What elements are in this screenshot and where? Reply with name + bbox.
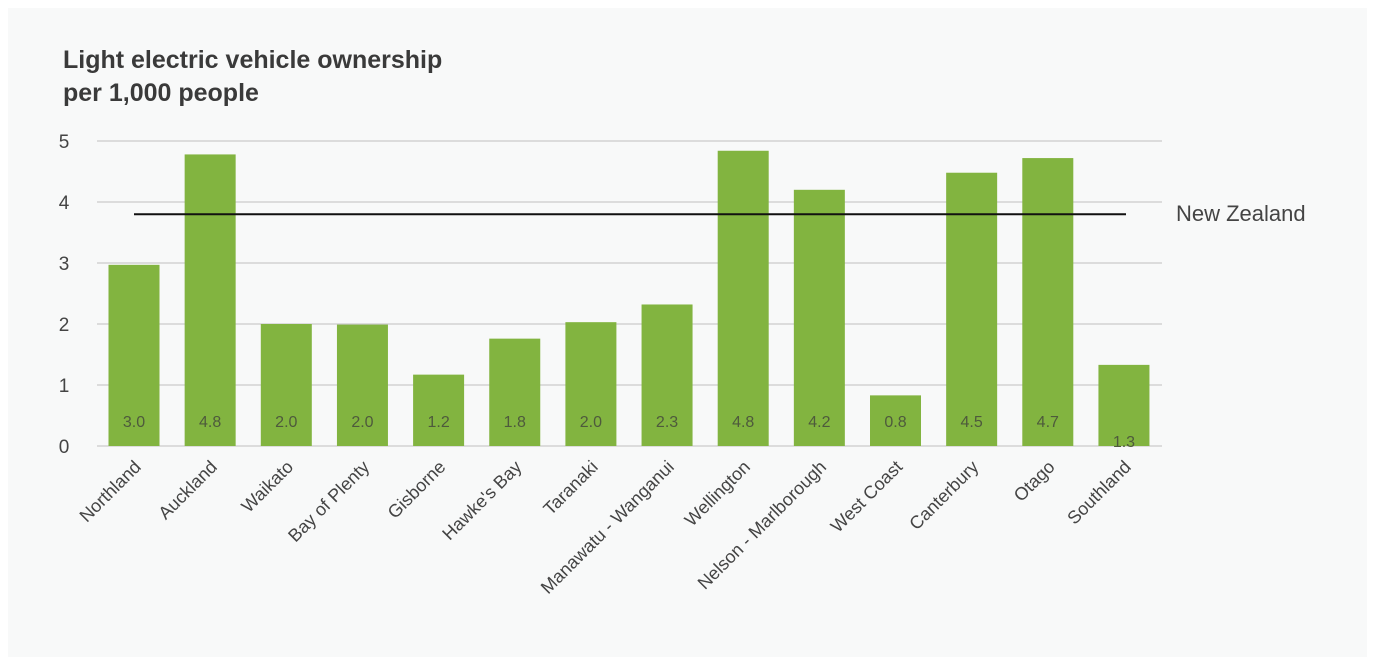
y-axis-tick-labels: 0 1 2 3 4 5 [59, 132, 70, 458]
chart-title-line-1: Light electric vehicle ownership [63, 46, 443, 74]
x-category-label: Waikato [237, 457, 297, 517]
bar-value-label: 3.0 [123, 414, 145, 431]
x-category-label: Northland [75, 457, 144, 526]
chart-title: Light electric vehicle ownership per 1,0… [63, 44, 683, 110]
chart-title-line-2: per 1,000 people [63, 79, 259, 107]
y-tick-label: 0 [59, 437, 70, 458]
bar-value-label: 0.8 [884, 414, 906, 431]
bar [793, 189, 845, 447]
bar-value-label: 2.3 [656, 414, 678, 431]
bar-value-label: 2.0 [351, 414, 373, 431]
x-category-label: Nelson - Marlborough [694, 457, 831, 594]
bar [717, 150, 769, 446]
reference-line-group: New Zealand [134, 201, 1306, 226]
x-category-label: Taranaki [539, 457, 601, 519]
x-category-label: Southland [1063, 457, 1134, 528]
bar [946, 172, 998, 446]
x-category-label: Auckland [154, 457, 221, 524]
bar [336, 324, 388, 446]
bar-value-label: 4.7 [1037, 414, 1059, 431]
x-category-label: Bay of Plenty [284, 457, 373, 546]
bar-value-label: 4.5 [961, 414, 983, 431]
x-category-label: Gisborne [384, 457, 450, 523]
bar [565, 322, 617, 446]
bar-value-label: 1.8 [504, 414, 526, 431]
y-tick-label: 4 [59, 193, 70, 214]
bar-value-label: 2.0 [275, 414, 297, 431]
bar [108, 264, 160, 446]
bar [641, 304, 693, 446]
bar [260, 324, 312, 446]
bar-value-label: 1.3 [1113, 434, 1135, 451]
bar [184, 154, 236, 447]
bar-value-label: 2.0 [580, 414, 602, 431]
x-category-label: Wellington [681, 457, 754, 530]
bars [108, 150, 1150, 447]
reference-line-label: New Zealand [1176, 201, 1306, 226]
y-tick-label: 3 [59, 254, 70, 275]
bar-value-label: 1.2 [427, 414, 449, 431]
bar-value-label: 4.8 [732, 414, 754, 431]
x-category-label: Otago [1010, 457, 1059, 506]
bar-value-label: 4.8 [199, 414, 221, 431]
bar-value-labels: 3.0 4.8 2.0 2.0 1.2 1.8 2.0 2.3 4.8 4.2 0.8 4.5 4.7 1… [123, 414, 1135, 451]
bar [489, 338, 541, 446]
x-category-label: Hawke's Bay [438, 457, 525, 544]
y-tick-label: 1 [59, 376, 70, 397]
x-category-label: Manawatu - Wanganui [537, 457, 678, 598]
y-tick-label: 5 [59, 132, 70, 153]
bar [413, 374, 465, 446]
x-category-label: Canterbury [905, 457, 982, 534]
bar [1098, 364, 1150, 446]
bar [870, 395, 921, 446]
bar [1022, 158, 1074, 446]
x-category-label: West Coast [827, 457, 907, 537]
bar-value-label: 4.2 [808, 414, 830, 431]
gridlines [97, 140, 1162, 447]
y-tick-label: 2 [59, 315, 70, 336]
